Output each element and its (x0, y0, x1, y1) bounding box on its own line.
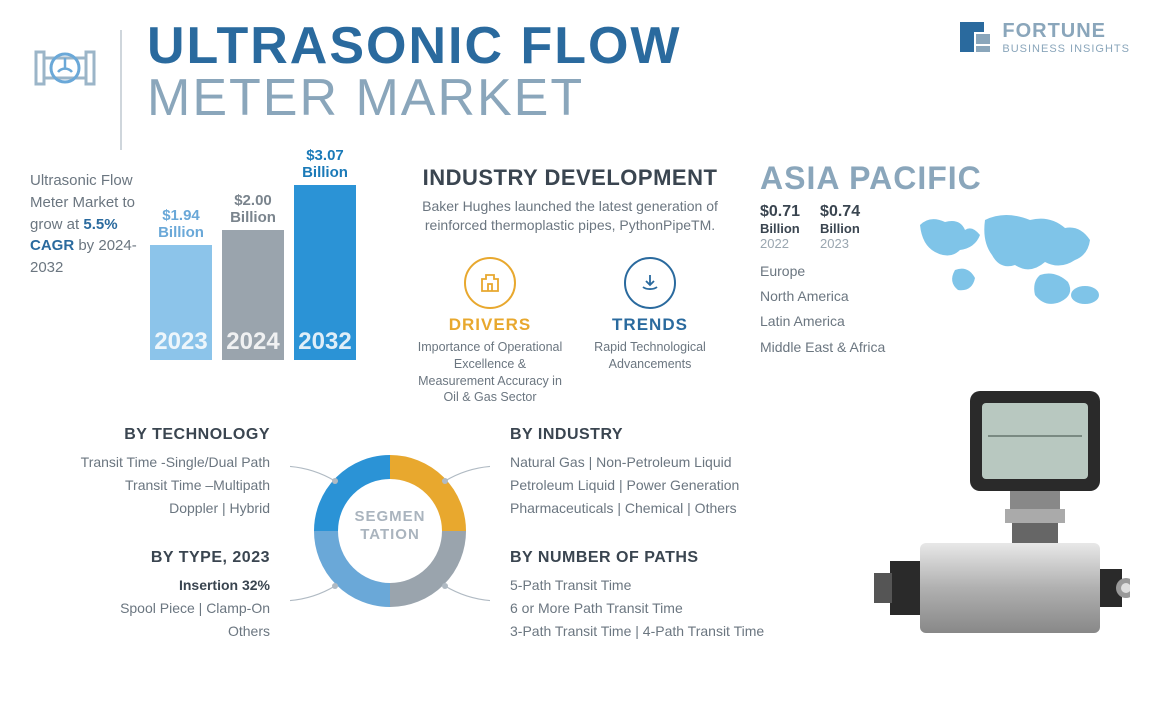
flow-meter-icon (30, 38, 100, 98)
cagr-text: Ultrasonic Flow Meter Market to grow at … (30, 160, 150, 406)
asia-pacific-block: ASIA PACIFIC $0.71Billion2022 $0.74Billio… (760, 160, 1100, 406)
segmentation-right: BY INDUSTRY Natural Gas | Non-Petroleum … (490, 426, 820, 643)
drivers-trends-row: DRIVERS Importance of Operational Excell… (380, 257, 760, 407)
title-line-1: ULTRASONIC FLOW (147, 20, 958, 72)
trends-column: TRENDS Rapid Technological Advancements (570, 257, 730, 407)
industry-dev-title: INDUSTRY DEVELOPMENT (380, 165, 760, 191)
by-paths-items: 5-Path Transit Time6 or More Path Transi… (510, 574, 820, 643)
bar-2023: $1.94Billion 2023 (150, 207, 212, 360)
drivers-text: Importance of Operational Excellence & M… (410, 339, 570, 407)
logo-main-text: FORTUNE (1002, 20, 1130, 43)
trends-icon (624, 257, 676, 309)
drivers-column: DRIVERS Importance of Operational Excell… (410, 257, 570, 407)
header-divider (120, 30, 122, 150)
region-item: Middle East & Africa (760, 335, 1100, 360)
drivers-icon (464, 257, 516, 309)
brand-logo: FORTUNE BUSINESS INSIGHTS (958, 20, 1130, 59)
bar-2032: $3.07Billion 2032 (294, 147, 356, 360)
asia-title: ASIA PACIFIC (760, 160, 1100, 197)
segmentation-donut: SEGMENTATION (290, 426, 490, 636)
by-technology-items: Transit Time -Single/Dual PathTransit Ti… (30, 451, 270, 520)
industry-dev-body: Baker Hughes launched the latest generat… (380, 197, 760, 235)
drivers-label: DRIVERS (410, 315, 570, 335)
world-map-icon (910, 200, 1110, 330)
mid-row: Ultrasonic Flow Meter Market to grow at … (0, 150, 1160, 406)
segmentation-left: BY TECHNOLOGY Transit Time -Single/Dual … (30, 426, 290, 643)
asia-value-2023: $0.74Billion2023 (820, 203, 860, 251)
by-type-highlight: Insertion 32% (30, 574, 270, 597)
donut-center-label: SEGMENTATION (290, 508, 490, 544)
by-industry-title: BY INDUSTRY (510, 426, 820, 444)
industry-development: INDUSTRY DEVELOPMENT Baker Hughes launch… (380, 160, 760, 406)
by-technology-title: BY TECHNOLOGY (30, 426, 270, 444)
market-bar-chart: $1.94Billion 2023$2.00Billion 2024$3.07B… (150, 160, 380, 360)
logo-sub-text: BUSINESS INSIGHTS (1002, 43, 1130, 55)
header: ULTRASONIC FLOW METER MARKET FORTUNE BUS… (0, 0, 1160, 150)
trends-text: Rapid Technological Advancements (570, 339, 730, 373)
asia-value-2022: $0.71Billion2022 (760, 203, 800, 251)
by-type-title: BY TYPE, 2023 (30, 549, 270, 567)
by-type-items: Spool Piece | Clamp-OnOthers (30, 597, 270, 643)
logo-icon (958, 20, 992, 59)
by-industry-items: Natural Gas | Non-Petroleum LiquidPetrol… (510, 451, 820, 520)
by-paths-title: BY NUMBER OF PATHS (510, 549, 820, 567)
flow-meter-device-icon (830, 381, 1130, 681)
title-block: ULTRASONIC FLOW METER MARKET (147, 20, 958, 124)
title-line-2: METER MARKET (147, 72, 958, 124)
bar-2024: $2.00Billion 2024 (222, 192, 284, 360)
trends-label: TRENDS (570, 315, 730, 335)
